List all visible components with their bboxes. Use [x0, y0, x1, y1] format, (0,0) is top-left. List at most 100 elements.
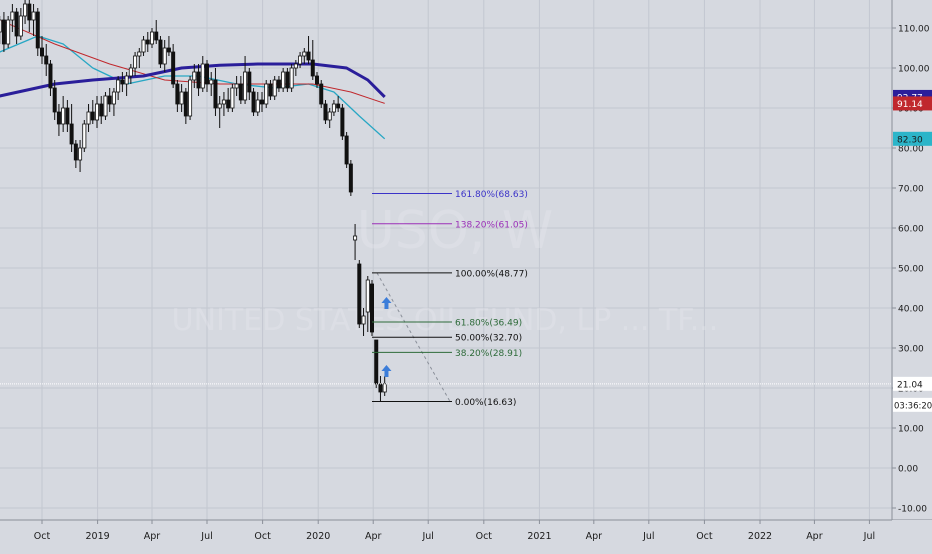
candle [1, 12, 6, 52]
candle-body [27, 3, 32, 21]
candle-body [154, 31, 159, 41]
candle-body [40, 47, 45, 57]
candle-body [378, 383, 383, 393]
time-tick-label: Oct [696, 531, 713, 542]
time-axis[interactable]: Oct 2019 Apr Jul Oct 2020 Apr Jul Oct 2021 Apr Jul O… [0, 519, 932, 550]
candle [14, 8, 19, 44]
candle-body [86, 111, 91, 125]
candle-body [319, 83, 324, 105]
candle-body [183, 91, 188, 117]
candle-body [48, 63, 53, 89]
candle-body [35, 11, 40, 49]
fib-level-label: 0.00%(16.63) [455, 398, 516, 408]
candle [281, 68, 286, 92]
candle-body [65, 107, 70, 125]
fibonacci-retracement[interactable]: 161.80%(68.63) 138.20%(61.05) 100.00%(48.7… [372, 190, 528, 408]
candle [124, 72, 129, 96]
candle-body [285, 71, 290, 89]
candle [268, 80, 273, 100]
candle [116, 76, 121, 100]
candle [331, 100, 336, 116]
time-tick-label: Jul [642, 531, 654, 542]
candle-body [302, 51, 307, 57]
candle-body [264, 83, 269, 105]
price-tick-label: 30.00 [898, 345, 924, 355]
candle [209, 72, 214, 96]
candle-body [204, 63, 209, 85]
price-tick-label: 80.00 [898, 145, 924, 155]
time-tick-label: Jul [421, 531, 433, 542]
candle [90, 100, 95, 124]
candle-body [382, 383, 387, 393]
candle [171, 44, 176, 88]
candle [137, 48, 142, 68]
candle-body [268, 83, 273, 97]
candle-body [306, 51, 311, 61]
price-axis[interactable]: 110.00100.0090.0080.0070.0060.0050.0040.… [891, 0, 932, 550]
candle [276, 76, 281, 92]
fib-level-label: 161.80%(68.63) [455, 190, 528, 200]
candle-body [78, 147, 83, 161]
candle [369, 280, 374, 336]
price-badge-label: 21.04 [897, 380, 923, 390]
candle-body [230, 87, 235, 109]
candle-body [243, 71, 248, 101]
candle-body [52, 87, 57, 113]
time-tick-label: 2019 [86, 531, 110, 542]
countdown-background [893, 397, 932, 412]
time-tick-label: Jul [200, 531, 212, 542]
candle [27, 0, 32, 32]
axis-corner [892, 520, 932, 550]
candle-body [217, 103, 222, 109]
candle [166, 36, 171, 56]
candle-body [120, 79, 125, 85]
moving-average-line-2 [0, 19, 385, 104]
candle [65, 100, 70, 132]
candle [217, 96, 222, 128]
price-tick-label: 0.00 [898, 465, 918, 475]
candle [314, 72, 319, 88]
candle [56, 104, 61, 136]
candle-body [336, 103, 341, 109]
candle-body [374, 339, 379, 385]
candle [86, 104, 91, 132]
price-badge-background [893, 376, 932, 391]
candle-body [281, 71, 286, 89]
candle [310, 40, 315, 80]
candle-body [1, 19, 6, 45]
candle-body [23, 3, 28, 17]
candle [120, 72, 125, 92]
candle [175, 80, 180, 112]
candle [319, 80, 324, 108]
candle [298, 52, 303, 68]
candle [272, 76, 277, 100]
candle [365, 276, 370, 332]
candle-body [0, 19, 2, 33]
candle-body [323, 103, 328, 121]
price-badge-background [893, 131, 932, 146]
price-badge-background [893, 96, 932, 111]
candle [149, 28, 154, 48]
moving-average-line-3 [0, 62, 386, 98]
price-tick-label: 70.00 [898, 185, 924, 195]
candle-body [145, 39, 150, 45]
candle-body [171, 51, 176, 85]
fib-level-label: 100.00%(48.77) [455, 269, 528, 279]
candle [323, 100, 328, 124]
candle [302, 48, 307, 64]
time-tick-label: 2021 [527, 531, 551, 542]
candle [107, 88, 112, 112]
candle-body [111, 91, 116, 105]
candle-body [344, 135, 349, 165]
candle-body [6, 19, 11, 45]
price-tick-label: -10.00 [898, 505, 927, 515]
candle [226, 88, 231, 112]
candle [289, 64, 294, 92]
candle [35, 8, 40, 56]
candle-body [348, 163, 353, 193]
price-tick-label: 110.00 [898, 25, 930, 35]
fib-level-label: 50.00%(32.70) [455, 334, 522, 344]
